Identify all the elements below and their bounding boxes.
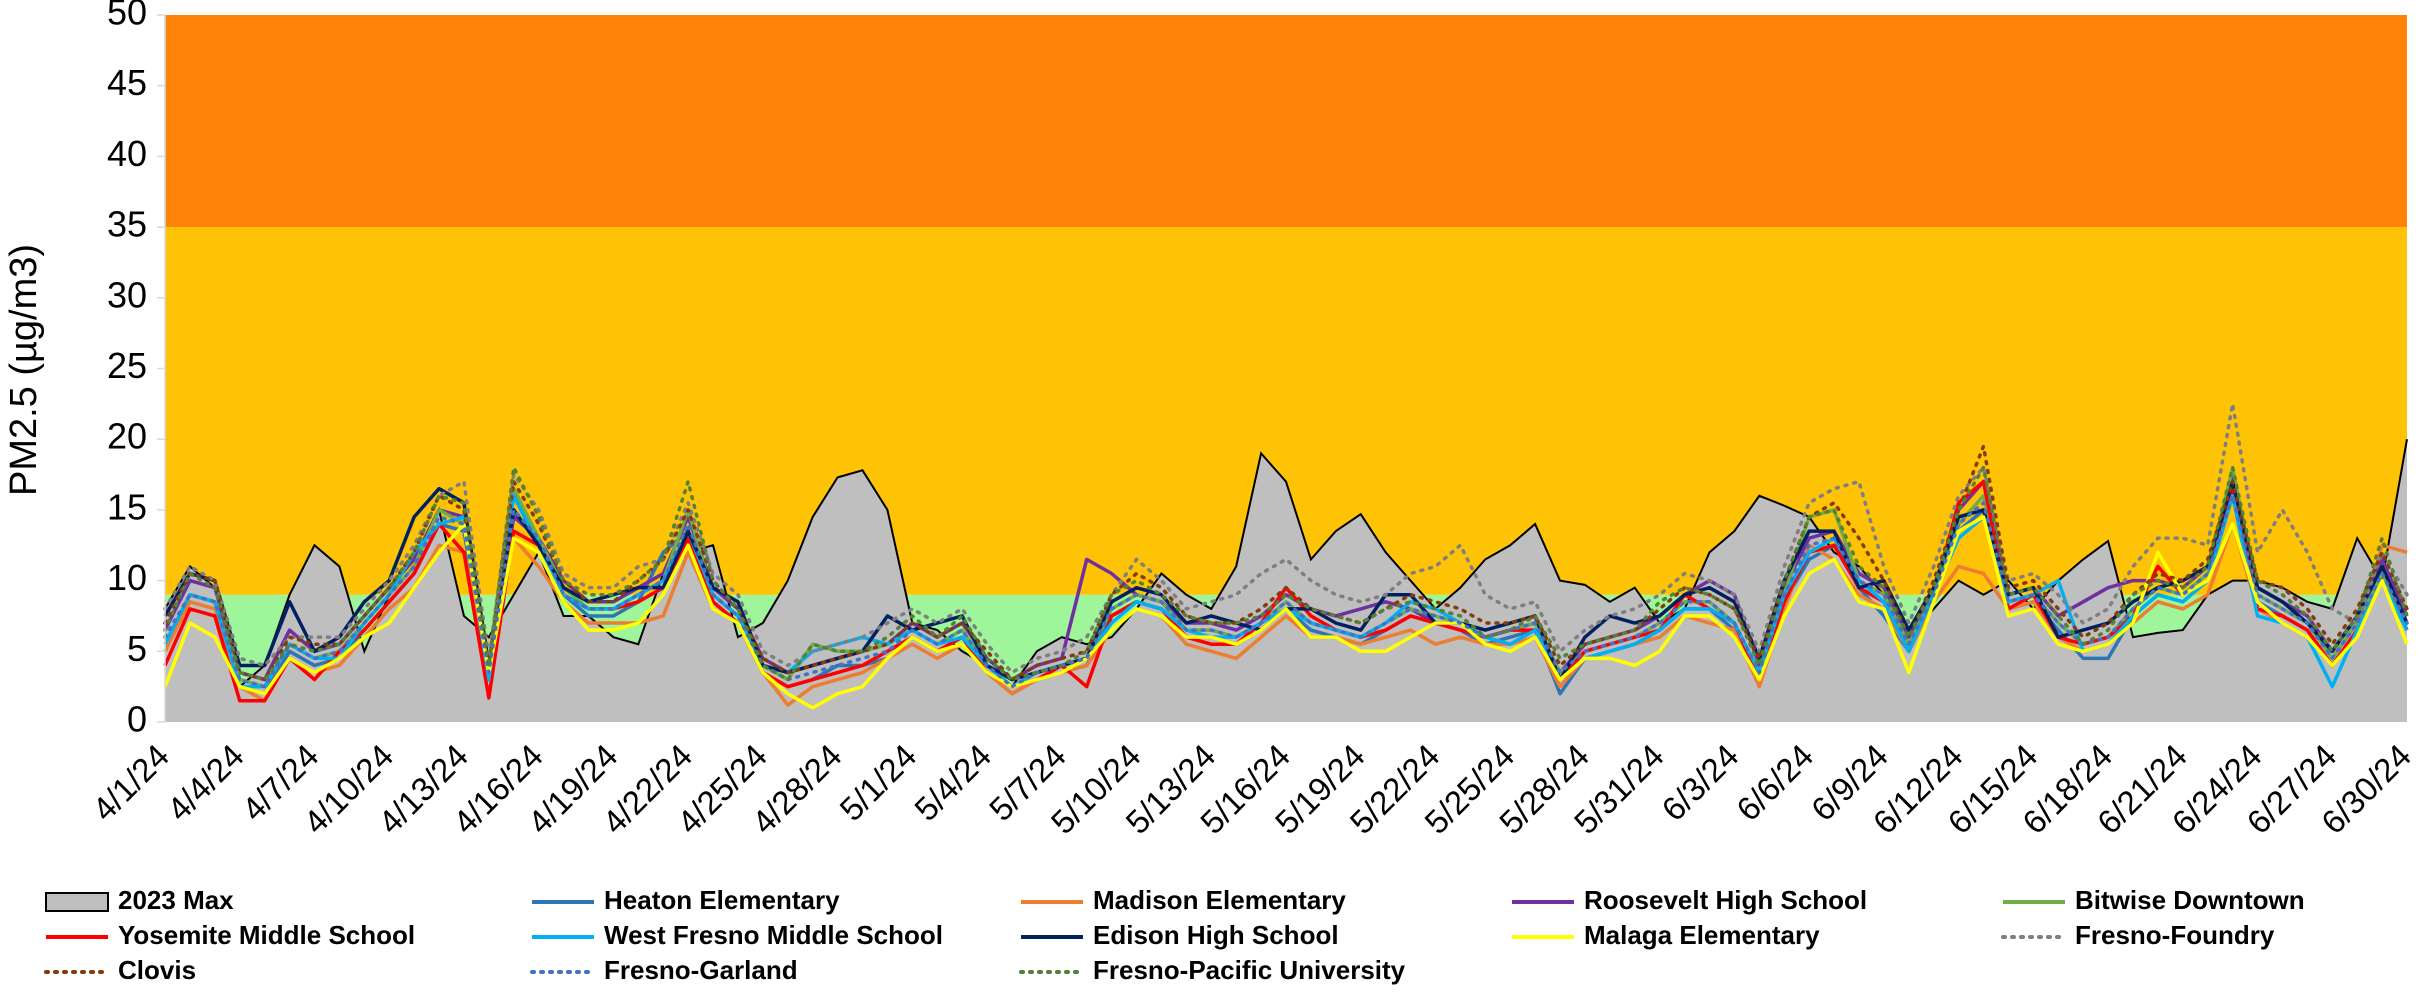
legend-label: Fresno-Pacific University	[1093, 955, 1406, 985]
series-line	[163, 494, 2409, 689]
y-tick-label: 15	[107, 486, 147, 527]
legend-label: Madison Elementary	[1093, 885, 1346, 915]
y-tick-label: 5	[127, 628, 147, 669]
legend-label: Roosevelt High School	[1584, 885, 1867, 915]
aqi-band	[165, 15, 2407, 228]
y-tick-label: 20	[107, 416, 147, 457]
legend-label: Fresno-Foundry	[2075, 920, 2275, 950]
legend-label: 2023 Max	[118, 885, 234, 915]
series-line	[163, 444, 2409, 682]
legend-label: Edison High School	[1093, 920, 1339, 950]
legend-label: Yosemite Middle School	[118, 920, 415, 950]
y-tick-label: 10	[107, 557, 147, 598]
y-tick-label: 25	[107, 345, 147, 386]
y-tick-label: 30	[107, 274, 147, 315]
legend-label: West Fresno Middle School	[604, 920, 943, 950]
x-tick-label: 4/4/24	[160, 737, 251, 828]
area	[165, 439, 2407, 722]
legend-label: Clovis	[118, 955, 196, 985]
y-tick-label: 35	[107, 204, 147, 245]
x-tick-label: 4/1/24	[85, 737, 176, 828]
series-line	[163, 522, 2408, 707]
legend-label: Malaga Elementary	[1584, 920, 1820, 950]
x-tick-label: 6/6/24	[1729, 737, 1820, 828]
legend-label: Heaton Elementary	[604, 885, 840, 915]
series-line	[163, 465, 2409, 682]
series-line	[163, 402, 2409, 675]
series-line	[163, 515, 2409, 710]
x-tick-label: 5/1/24	[832, 737, 923, 828]
x-tick-label: 6/3/24	[1654, 737, 1745, 828]
y-tick-label: 50	[107, 0, 147, 33]
x-tick-label: 5/4/24	[907, 737, 998, 828]
y-tick-label: 45	[107, 62, 147, 103]
y-tick-label: 40	[107, 133, 147, 174]
legend-label: Bitwise Downtown	[2075, 885, 2305, 915]
legend-swatch	[45, 892, 109, 912]
y-tick-label: 0	[127, 699, 147, 740]
y-axis-label: PM2.5 (µg/m3)	[3, 244, 45, 496]
legend-label: Fresno-Garland	[604, 955, 798, 985]
